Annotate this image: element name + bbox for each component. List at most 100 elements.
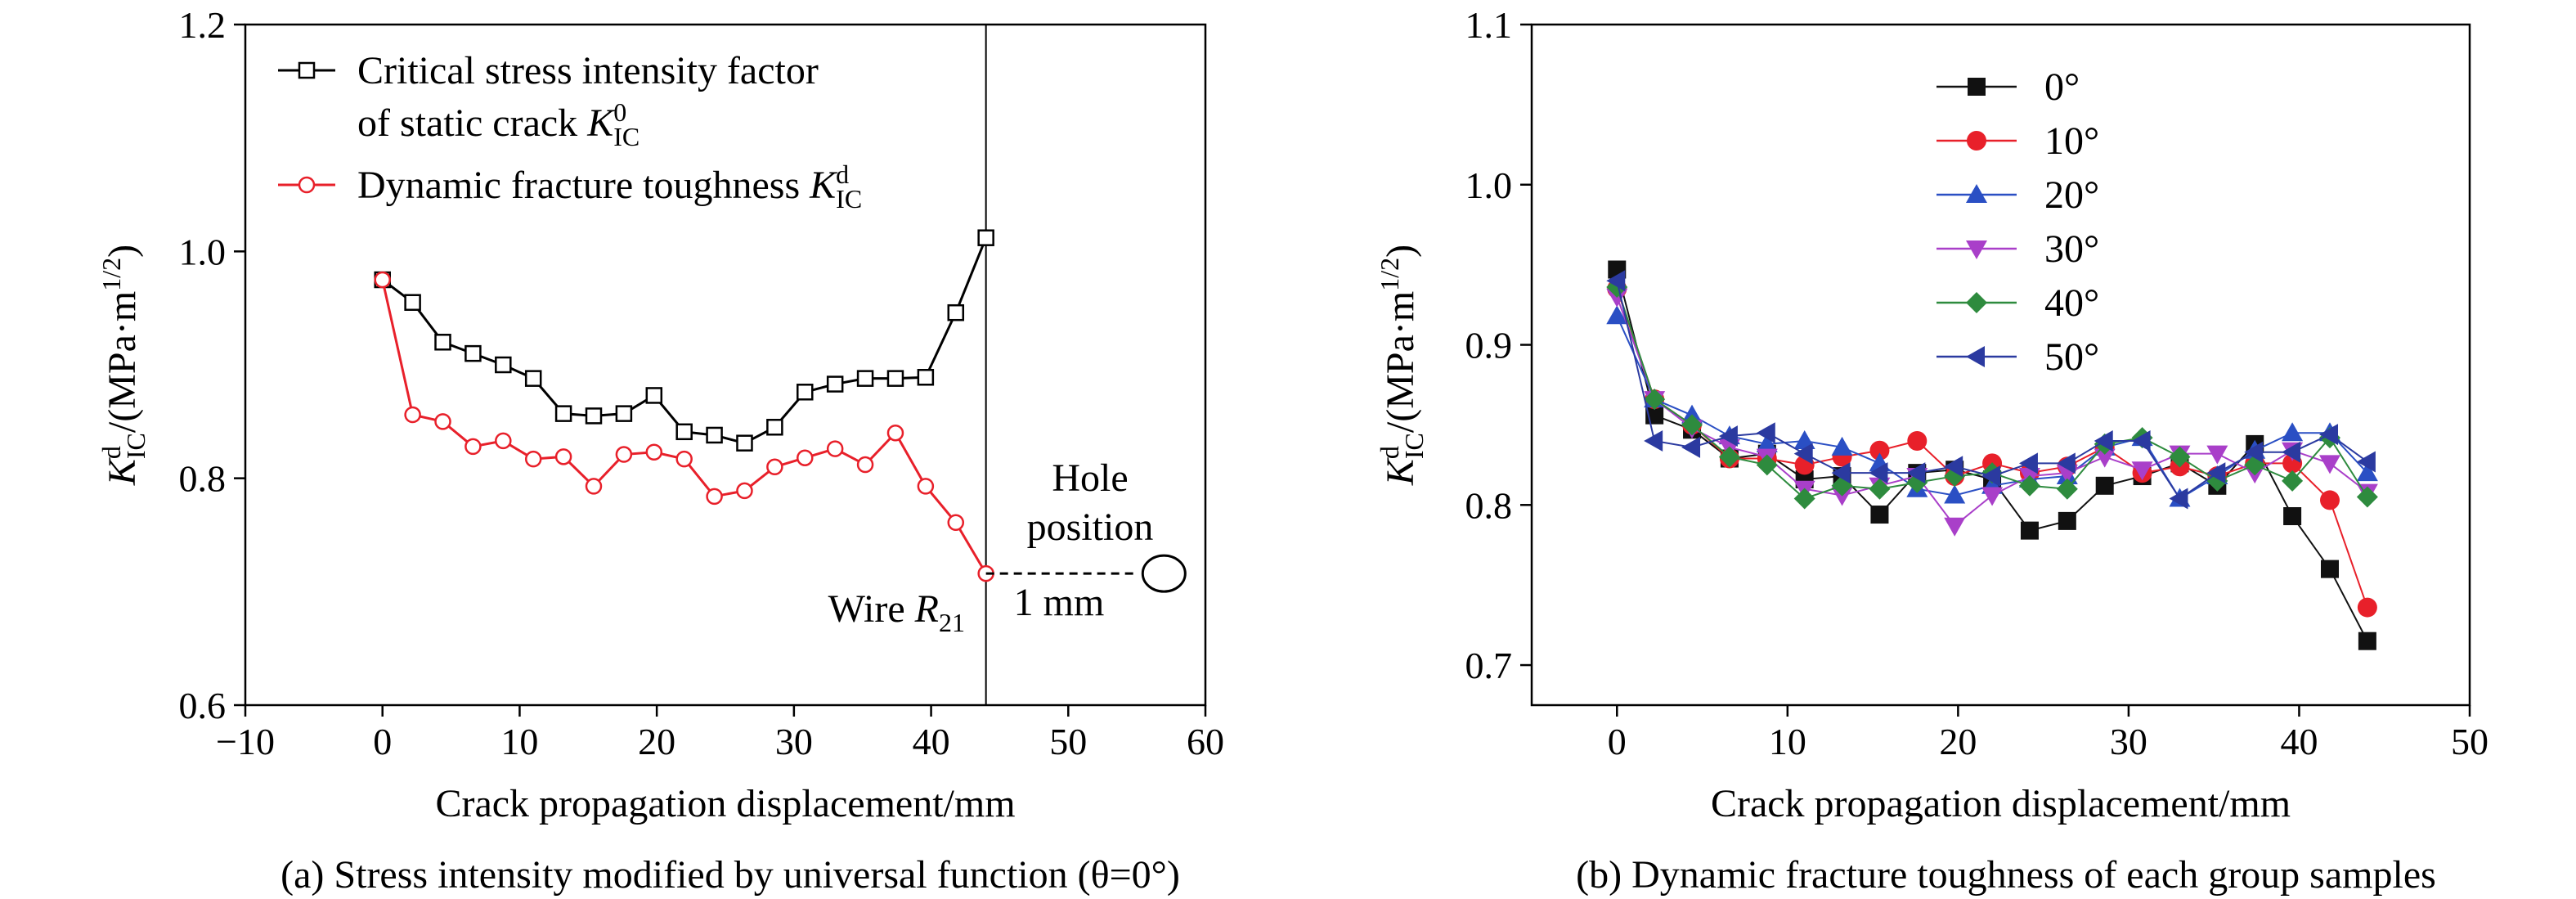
data-point bbox=[1606, 305, 1628, 325]
data-point bbox=[1869, 440, 1890, 461]
data-point bbox=[464, 344, 482, 362]
data-point bbox=[1831, 487, 1853, 506]
x-tick-label: 10 bbox=[1769, 721, 1806, 762]
hole-label-line1: Hole bbox=[1052, 456, 1128, 500]
data-point bbox=[2320, 560, 2339, 578]
data-point bbox=[645, 443, 663, 461]
x-axis-label: Crack propagation displacement/mm bbox=[435, 782, 1015, 825]
legend-label-static-line1: Critical stress intensity factor bbox=[357, 49, 819, 92]
data-point bbox=[645, 387, 663, 404]
data-point bbox=[2131, 429, 2151, 452]
legend-label: 10° bbox=[2044, 119, 2099, 163]
data-point bbox=[886, 424, 904, 442]
data-point bbox=[1718, 425, 1738, 447]
data-point bbox=[1793, 488, 1815, 510]
data-point bbox=[675, 450, 693, 468]
data-point bbox=[1756, 454, 1778, 476]
data-point bbox=[615, 405, 633, 422]
data-point bbox=[2244, 441, 2264, 463]
data-point bbox=[947, 303, 965, 321]
data-point bbox=[2356, 486, 2378, 508]
legend-label: 0° bbox=[2044, 65, 2080, 109]
y-tick-label: 0.8 bbox=[179, 458, 227, 500]
data-point bbox=[2206, 445, 2228, 465]
data-point bbox=[2356, 462, 2378, 482]
data-point bbox=[706, 488, 723, 506]
y-tick-label: 1.0 bbox=[179, 231, 227, 272]
series-0 bbox=[374, 229, 994, 452]
data-point bbox=[1944, 484, 1966, 504]
data-point bbox=[2206, 462, 2226, 484]
x-tick-label: 20 bbox=[1939, 721, 1977, 762]
data-point bbox=[2169, 446, 2191, 468]
x-tick-label: −10 bbox=[216, 721, 275, 762]
data-point bbox=[2056, 452, 2076, 474]
data-point bbox=[886, 370, 904, 387]
data-point bbox=[675, 423, 693, 441]
data-point bbox=[917, 478, 935, 495]
data-point bbox=[1831, 462, 1851, 484]
data-point bbox=[1831, 436, 1853, 456]
data-point bbox=[1718, 446, 1740, 468]
data-point bbox=[374, 271, 391, 289]
legend-label-static-line2: of static crack K0 IC bbox=[357, 97, 640, 151]
caption-a: (a) Stress intensity modified by univers… bbox=[280, 853, 1180, 897]
y-tick-label: 0.9 bbox=[1465, 325, 1513, 366]
data-point bbox=[2058, 511, 2076, 530]
data-point bbox=[2319, 490, 2340, 510]
plot-frame bbox=[244, 23, 1207, 707]
legend: Critical stress intensity factor of stati… bbox=[278, 49, 862, 214]
data-point bbox=[434, 334, 451, 351]
x-tick-label: 10 bbox=[500, 721, 538, 762]
data-point bbox=[856, 456, 874, 474]
legend-label: 40° bbox=[2044, 281, 2099, 325]
plot-frame bbox=[1530, 23, 2471, 707]
data-point bbox=[404, 406, 421, 424]
data-point bbox=[2169, 488, 2188, 510]
data-point bbox=[2318, 424, 2338, 446]
data-point bbox=[554, 405, 572, 422]
data-point bbox=[766, 458, 783, 476]
x-tick-label: 0 bbox=[373, 721, 392, 762]
data-point bbox=[1681, 414, 1703, 436]
data-point bbox=[1756, 422, 1775, 444]
y-tick-label: 0.6 bbox=[179, 685, 227, 726]
data-point bbox=[977, 229, 994, 246]
data-point bbox=[2018, 474, 2040, 497]
hole-circle bbox=[1141, 554, 1187, 593]
legend: 0° 10° 20° 30° 40° 50° bbox=[1936, 65, 2099, 379]
data-point bbox=[1869, 462, 1888, 484]
data-point bbox=[2282, 441, 2301, 463]
series-line bbox=[381, 237, 988, 445]
legend-label: 50° bbox=[2044, 335, 2099, 379]
data-point bbox=[2018, 452, 2038, 474]
y-tick-label: 1.0 bbox=[1465, 164, 1513, 206]
legend-marker bbox=[1967, 131, 1986, 151]
x-tick-label: 30 bbox=[775, 721, 813, 762]
data-point bbox=[585, 407, 603, 425]
data-point bbox=[2283, 506, 2302, 525]
data-point bbox=[797, 384, 814, 401]
y-axis-label: KdIC/(MPa·m1/2) bbox=[96, 245, 150, 486]
data-point bbox=[856, 370, 874, 387]
x-tick-label: 50 bbox=[2451, 721, 2488, 762]
legend-marker bbox=[1966, 292, 1987, 313]
data-point bbox=[826, 440, 844, 457]
x-tick-label: 30 bbox=[2110, 721, 2147, 762]
data-point bbox=[524, 450, 542, 468]
y-tick-label: 0.7 bbox=[1465, 645, 1513, 686]
data-point bbox=[554, 448, 572, 465]
data-point bbox=[1870, 506, 1889, 524]
data-point bbox=[2282, 422, 2304, 442]
data-point bbox=[1756, 433, 1778, 452]
data-point bbox=[2282, 470, 2304, 492]
data-point bbox=[1944, 456, 1963, 478]
data-point bbox=[1681, 404, 1703, 424]
distance-label: 1 mm bbox=[1014, 581, 1105, 624]
x-tick-label: 0 bbox=[1608, 721, 1627, 762]
data-point bbox=[495, 432, 512, 450]
data-point bbox=[524, 370, 542, 387]
y-tick-label: 0.8 bbox=[1465, 484, 1513, 526]
data-point bbox=[2358, 632, 2376, 650]
